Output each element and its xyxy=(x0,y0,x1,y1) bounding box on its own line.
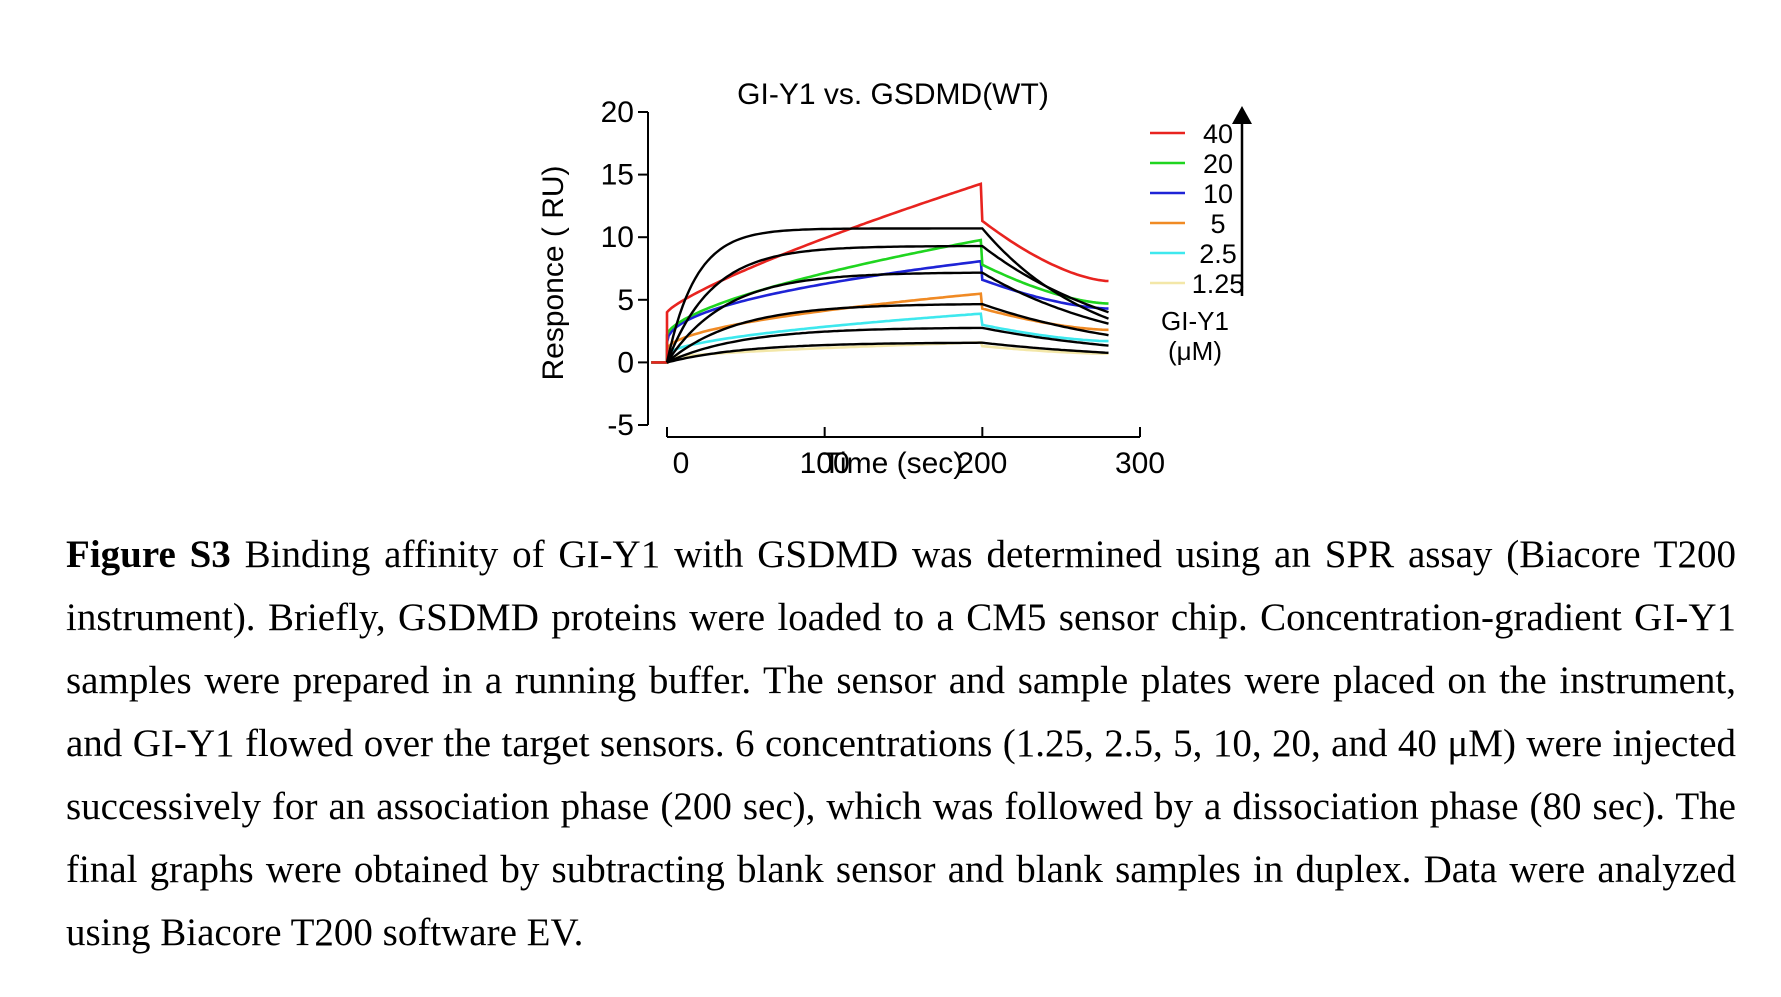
y-tick-label: 20 xyxy=(601,96,634,129)
fit-layer xyxy=(665,227,1109,364)
y-tick-label: -5 xyxy=(607,409,634,442)
arrow-up-icon xyxy=(1232,106,1252,296)
legend-title-line2: (μM) xyxy=(1168,336,1222,366)
legend-label-1-25: 1.25 xyxy=(1192,269,1245,299)
x-tick-label: 0 xyxy=(673,447,690,480)
caption-text: Binding affinity of GI-Y1 with GSDMD was… xyxy=(66,533,1736,954)
y-tick-label: 5 xyxy=(617,284,634,317)
legend-label-20: 20 xyxy=(1203,149,1233,179)
chart-title: GI-Y1 vs. GSDMD(WT) xyxy=(737,78,1049,111)
x-tick-label: 300 xyxy=(1115,447,1165,480)
spr-chart: GI-Y1 vs. GSDMD(WT) Responce ( RU) Time … xyxy=(537,78,1252,480)
series-line-2-5 xyxy=(651,312,1109,364)
fit-curve-2 xyxy=(665,244,1109,363)
figure-caption: Figure S3 Binding affinity of GI-Y1 with… xyxy=(66,523,1736,964)
legend-label-10: 10 xyxy=(1203,179,1233,209)
legend-label-5: 5 xyxy=(1210,209,1225,239)
series-line-40 xyxy=(651,182,1109,364)
series-layer xyxy=(651,182,1109,364)
fit-curve-4 xyxy=(666,302,1109,364)
x-axis-label: Time (sec) xyxy=(823,447,964,480)
spr-figure: GI-Y1 vs. GSDMD(WT) Responce ( RU) Time … xyxy=(66,78,1736,954)
fit-curve-3 xyxy=(666,271,1109,364)
y-tick-label: 15 xyxy=(601,159,634,192)
fit-curve-1 xyxy=(665,227,1109,363)
series-line-1-25 xyxy=(651,341,1109,364)
y-tick-label: 0 xyxy=(617,346,634,379)
y-tick-label: 10 xyxy=(601,221,634,254)
x-tick-label: 100 xyxy=(800,447,850,480)
legend-label-2-5: 2.5 xyxy=(1199,239,1237,269)
fit-curve-5 xyxy=(666,326,1109,364)
fit-curve-6 xyxy=(666,341,1109,364)
caption-label: Figure S3 xyxy=(66,533,231,576)
legend-label-40: 40 xyxy=(1203,119,1233,149)
x-tick-label: 200 xyxy=(957,447,1007,480)
series-line-20 xyxy=(651,238,1109,364)
legend-title-line1: GI-Y1 xyxy=(1161,306,1229,336)
y-axis-label: Responce ( RU) xyxy=(537,165,570,380)
